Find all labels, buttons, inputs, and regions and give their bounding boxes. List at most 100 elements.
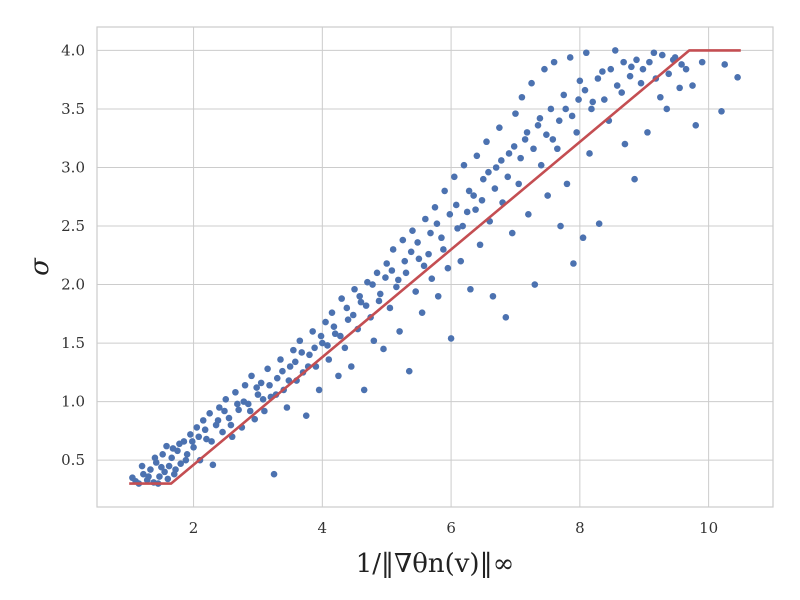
scatter-point (388, 267, 396, 274)
scatter-point (631, 175, 638, 183)
scatter-point (251, 415, 259, 423)
scatter-point (676, 84, 683, 92)
y-tick-label: 4.0 (61, 41, 85, 59)
scatter-point (573, 129, 580, 136)
scatter-point (470, 192, 477, 199)
scatter-point (621, 140, 629, 148)
scatter-point (165, 462, 173, 470)
scatter-point (512, 110, 519, 117)
scatter-point (257, 379, 265, 387)
scatter-point (586, 150, 593, 157)
scatter-point (620, 58, 627, 66)
scatter-point (451, 173, 458, 181)
scatter-point (349, 311, 357, 319)
fit-line (129, 49, 741, 485)
x-tick-label: 8 (575, 519, 585, 537)
scatter-point (182, 456, 190, 464)
scatter-point (718, 107, 725, 115)
scatter-point (541, 65, 548, 73)
scatter-point (479, 175, 487, 183)
scatter-point (563, 180, 571, 188)
scatter-point (164, 475, 172, 483)
scatter-point (309, 328, 316, 335)
scatter-point (188, 438, 196, 445)
scatter-point (599, 68, 606, 75)
scatter-point (544, 192, 551, 199)
scatter-point (601, 96, 608, 103)
scatter-point (356, 292, 363, 300)
scatter-point (671, 54, 679, 61)
scatter-point (515, 180, 522, 188)
scatter-point (159, 451, 166, 458)
scatter-point (399, 236, 407, 244)
plot-frame (96, 26, 774, 508)
scatter-point (151, 454, 159, 462)
scatter-point (523, 129, 531, 136)
scatter-point (579, 234, 587, 242)
scatter-point (555, 117, 563, 124)
scatter-point (360, 386, 368, 394)
scatter-point (156, 473, 163, 480)
scatter-point (193, 424, 201, 431)
scatter-point (521, 136, 529, 143)
fit-line-layer (129, 49, 741, 485)
scatter-point (322, 318, 329, 326)
scatter-point (376, 290, 384, 298)
scatter-point (283, 404, 291, 411)
scatter-point (543, 131, 550, 139)
scatter-point (613, 82, 621, 89)
scatter-point (380, 345, 387, 353)
scatter-point (259, 395, 267, 403)
scatter-point (335, 372, 342, 380)
scatter-point (234, 400, 241, 408)
scatter-point (253, 384, 260, 391)
scatter-point (344, 316, 352, 323)
scatter-point (351, 285, 358, 293)
scatter-point (328, 309, 336, 316)
scatter-point (362, 302, 370, 309)
scatter-point (420, 262, 428, 270)
scatter-point (528, 79, 535, 87)
scatter-point (270, 470, 278, 478)
scatter-point (208, 438, 215, 445)
scatter-point (568, 112, 576, 120)
scatter-point (138, 462, 146, 470)
scatter-point (570, 260, 577, 267)
scatter-point (594, 75, 602, 82)
scatter-point (248, 372, 255, 380)
scatter-point (418, 309, 426, 316)
scatter-point (341, 344, 349, 352)
scatter-point (698, 58, 706, 66)
scatter-point (315, 386, 323, 394)
scatter-point (209, 461, 217, 469)
scatter-point (489, 292, 497, 300)
scatter-point (331, 330, 339, 338)
scatter-point (441, 187, 448, 195)
scatter-point (595, 220, 603, 227)
x-tick-label: 2 (189, 519, 199, 537)
scatter-point (639, 65, 647, 73)
scatter-point (607, 65, 615, 73)
scatter-point (393, 283, 400, 291)
scatter-point (395, 276, 402, 284)
scatter-point (389, 246, 397, 253)
scatter-point (291, 358, 299, 366)
scatter-point (415, 255, 423, 263)
scatter-point (422, 215, 429, 223)
scatter-point (682, 65, 690, 73)
scatter-point (434, 292, 442, 300)
scatter-point (476, 241, 484, 249)
scatter-point (457, 257, 465, 265)
scatter-point (405, 367, 413, 375)
scatter-point (657, 93, 664, 101)
scatter-point (396, 328, 403, 335)
scatter-point (176, 440, 183, 448)
scatter-point (183, 451, 191, 458)
scatter-point (409, 227, 416, 235)
scatter-point (240, 398, 248, 405)
x-tick-label: 6 (446, 519, 456, 537)
scatter-point (187, 431, 194, 438)
scatter-point (618, 89, 626, 96)
scatter-point (311, 344, 318, 352)
scatter-point (517, 154, 524, 162)
